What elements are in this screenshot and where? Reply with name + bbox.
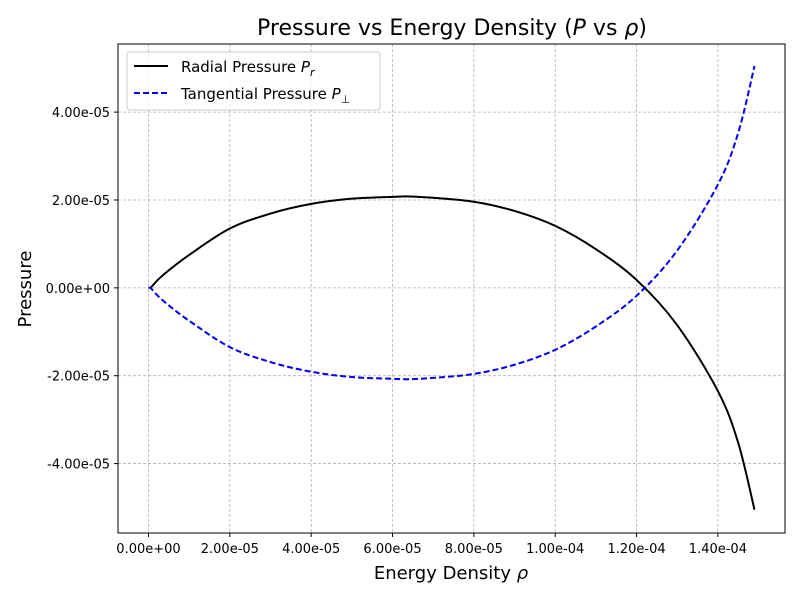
x-tick-label: 1.20e-04 — [607, 542, 665, 557]
plot-frame — [117, 43, 786, 534]
chart-title: Pressure vs Energy Density (P vs ρ) — [257, 16, 647, 41]
series-layer — [148, 65, 756, 510]
y-tick-label: -4.00e-05 — [47, 458, 110, 473]
x-tick-label: 1.40e-04 — [689, 542, 747, 557]
legend-label-tangential: Tangential Pressure P⊥ — [180, 85, 350, 106]
legend-label-radial: Radial Pressure Pr — [181, 58, 316, 79]
x-tick-label: 4.00e-05 — [282, 542, 340, 557]
x-tick-label: 6.00e-05 — [363, 542, 421, 557]
x-tick-label: 0.00e+00 — [116, 542, 180, 557]
x-tick-label: 8.00e-05 — [445, 542, 503, 557]
y-tick-label: 0.00e+00 — [46, 282, 110, 297]
tangential-pressure-line — [148, 65, 756, 381]
legend-box — [126, 51, 381, 111]
y-tick-label: 2.00e-05 — [52, 194, 110, 209]
legend: Radial Pressure Pr Tangential Pressure P… — [126, 51, 381, 111]
tick-layer: 0.00e+00 2.00e-05 4.00e-05 6.00e-05 8.00e-05… — [46, 106, 747, 557]
x-tick-label: 1.00e-04 — [526, 542, 584, 557]
x-axis-label: Energy Density ρ — [374, 563, 529, 584]
y-tick-label: -2.00e-05 — [47, 370, 110, 385]
radial-pressure-line — [149, 195, 756, 510]
x-tick-label: 2.00e-05 — [201, 542, 259, 557]
y-tick-label: 4.00e-05 — [52, 106, 110, 121]
y-axis-label: Pressure — [15, 251, 36, 328]
grid-layer — [118, 44, 785, 533]
